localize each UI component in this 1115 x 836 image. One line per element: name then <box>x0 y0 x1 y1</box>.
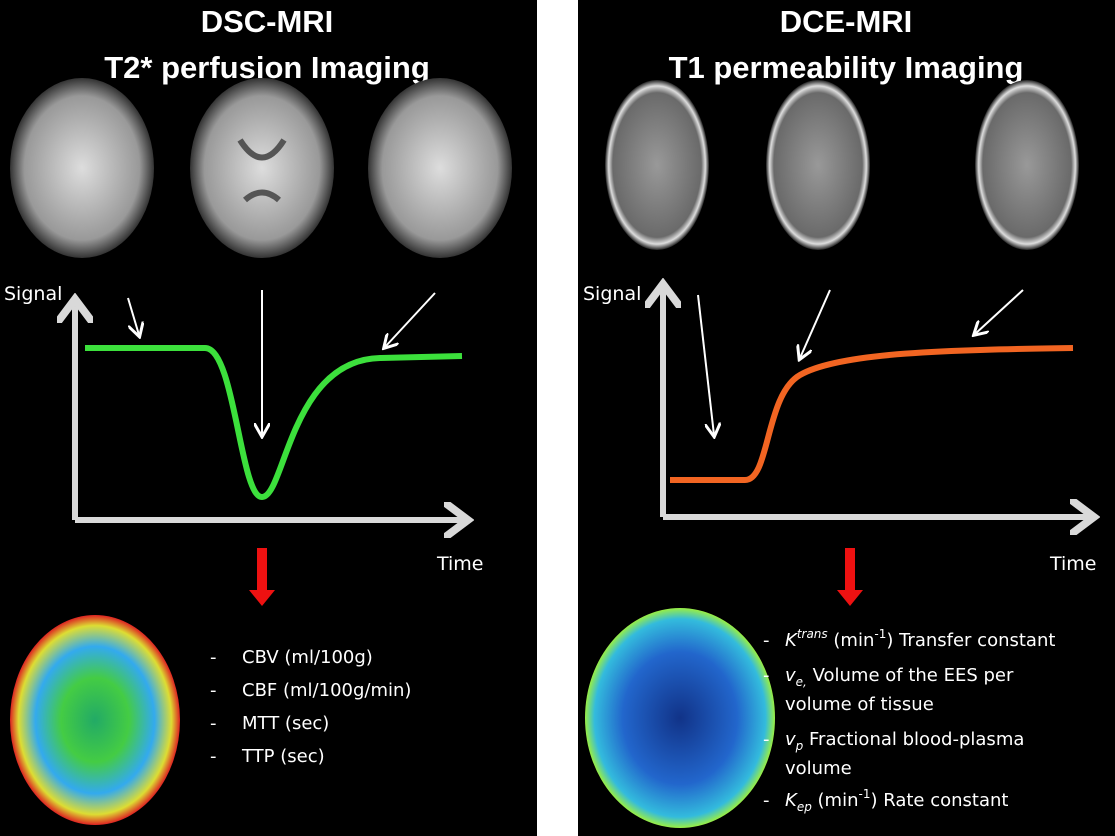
item: volume <box>785 758 852 779</box>
svg-text:-: - <box>763 630 770 651</box>
svg-text:-: - <box>210 746 217 767</box>
brain-images <box>10 78 512 258</box>
arrow <box>697 294 714 435</box>
red-arrow <box>837 548 863 606</box>
svg-text:-: - <box>210 713 217 734</box>
y-label: Signal <box>4 283 62 305</box>
brain-images <box>605 80 1079 250</box>
item: CBV (ml/100g) <box>242 647 373 668</box>
arrow <box>975 289 1024 334</box>
item: TTP (sec) <box>241 746 325 767</box>
item: ve, Volume of the EES per <box>785 665 1014 689</box>
title: T1 permeability Imaging <box>669 50 1024 85</box>
signal-curve <box>670 345 1074 483</box>
y-label: Signal <box>583 283 641 305</box>
svg-text:-: - <box>763 790 770 811</box>
parameter-list: - CBV (ml/100g) - CBF (ml/100g/min) - MTT (… <box>210 647 411 767</box>
arrow <box>127 297 139 335</box>
perfusion-map <box>10 615 180 825</box>
signal-curve <box>85 345 463 501</box>
red-arrow <box>249 548 275 606</box>
arrow <box>385 292 436 347</box>
parameter-list: - Ktrans (min-1) Transfer constant - ve,… <box>763 627 1055 814</box>
title: DSC-MRI <box>201 4 334 39</box>
svg-text:-: - <box>210 680 217 701</box>
item: CBF (ml/100g/min) <box>242 680 411 701</box>
item: Kep (min-1) Rate constant <box>785 787 1008 814</box>
item: vp Fractional blood-plasma <box>785 729 1024 753</box>
x-label: Time <box>436 553 484 575</box>
x-label: Time <box>1049 553 1097 575</box>
arrow <box>800 289 831 358</box>
svg-text:-: - <box>763 665 770 686</box>
item: volume of tissue <box>785 694 934 715</box>
item: Ktrans (min-1) Transfer constant <box>785 627 1055 651</box>
svg-text:-: - <box>763 729 770 750</box>
item: MTT (sec) <box>242 713 329 734</box>
permeability-map <box>585 608 775 828</box>
svg-text:-: - <box>210 647 217 668</box>
title: DCE-MRI <box>780 4 913 39</box>
